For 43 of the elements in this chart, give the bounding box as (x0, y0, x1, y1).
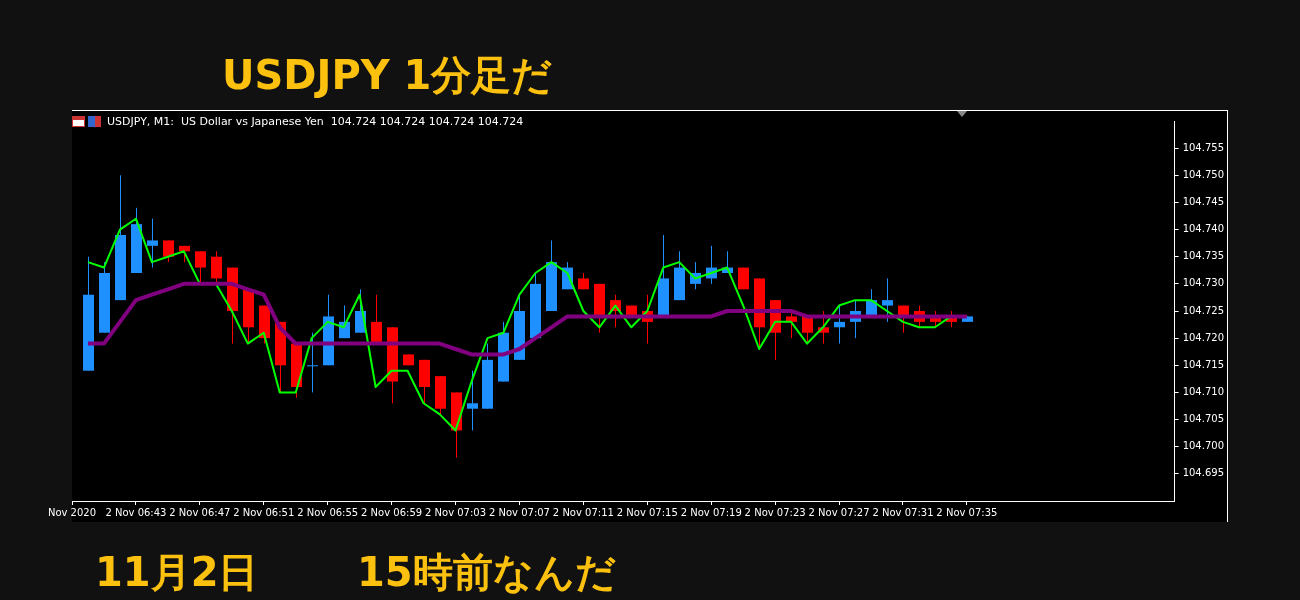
y-tick-label: 104.715 (1182, 358, 1225, 370)
chart-title: USDJPY 1分足だ (222, 51, 553, 100)
candlestick (163, 239, 174, 263)
x-tick-label: Nov 2020 (47, 506, 97, 518)
x-tick-label: 2 Nov 07:31 (872, 506, 934, 518)
x-tick-label: 2 Nov 06:59 (361, 506, 423, 518)
candlestick (147, 218, 158, 269)
x-tick-label: 2 Nov 07:35 (936, 506, 998, 518)
x-tick-label: 2 Nov 06:51 (233, 506, 295, 518)
candlestick (467, 370, 478, 431)
y-tick-label: 104.700 (1182, 440, 1225, 452)
x-tick-label: 2 Nov 07:19 (680, 506, 742, 518)
candlestick (834, 305, 845, 345)
y-tick-label: 104.740 (1182, 223, 1225, 235)
candlestick (371, 294, 382, 345)
y-tick-label: 104.735 (1182, 250, 1225, 262)
x-tick-label: 2 Nov 07:07 (488, 506, 550, 518)
x-tick-label: 2 Nov 06:43 (105, 506, 167, 518)
candlestick (195, 250, 206, 285)
y-tick-label: 104.695 (1182, 467, 1225, 479)
y-tick-label: 104.730 (1182, 277, 1225, 289)
x-tick-label: 2 Nov 07:15 (616, 506, 678, 518)
y-tick-label: 104.750 (1182, 168, 1225, 180)
y-tick-label: 104.720 (1182, 331, 1225, 343)
x-tick-label: 2 Nov 07:03 (425, 506, 487, 518)
y-tick-label: 104.705 (1182, 413, 1225, 425)
y-tick-label: 104.745 (1182, 196, 1225, 208)
chart-subtitle: USDJPY, M1: US Dollar vs Japanese Yen 104.724 104.724 104.724 104.724 (107, 115, 524, 128)
x-tick-label: 2 Nov 07:27 (808, 506, 870, 518)
x-tick-label: 2 Nov 06:55 (297, 506, 359, 518)
x-tick-label: 2 Nov 07:11 (552, 506, 614, 518)
x-tick-label: 2 Nov 07:23 (744, 506, 806, 518)
candlestick (307, 332, 318, 393)
text: 15時前なんだ (357, 548, 616, 597)
candlestick (882, 277, 893, 323)
text: 11月2日 (95, 548, 259, 597)
x-tick-label: 2 Nov 06:47 (169, 506, 231, 518)
candlestick (802, 315, 813, 345)
y-tick-label: 104.725 (1182, 304, 1225, 316)
candlestick (211, 250, 222, 285)
candlestick (786, 310, 797, 339)
y-tick-label: 104.710 (1182, 386, 1225, 398)
y-tick-label: 104.755 (1182, 141, 1225, 153)
